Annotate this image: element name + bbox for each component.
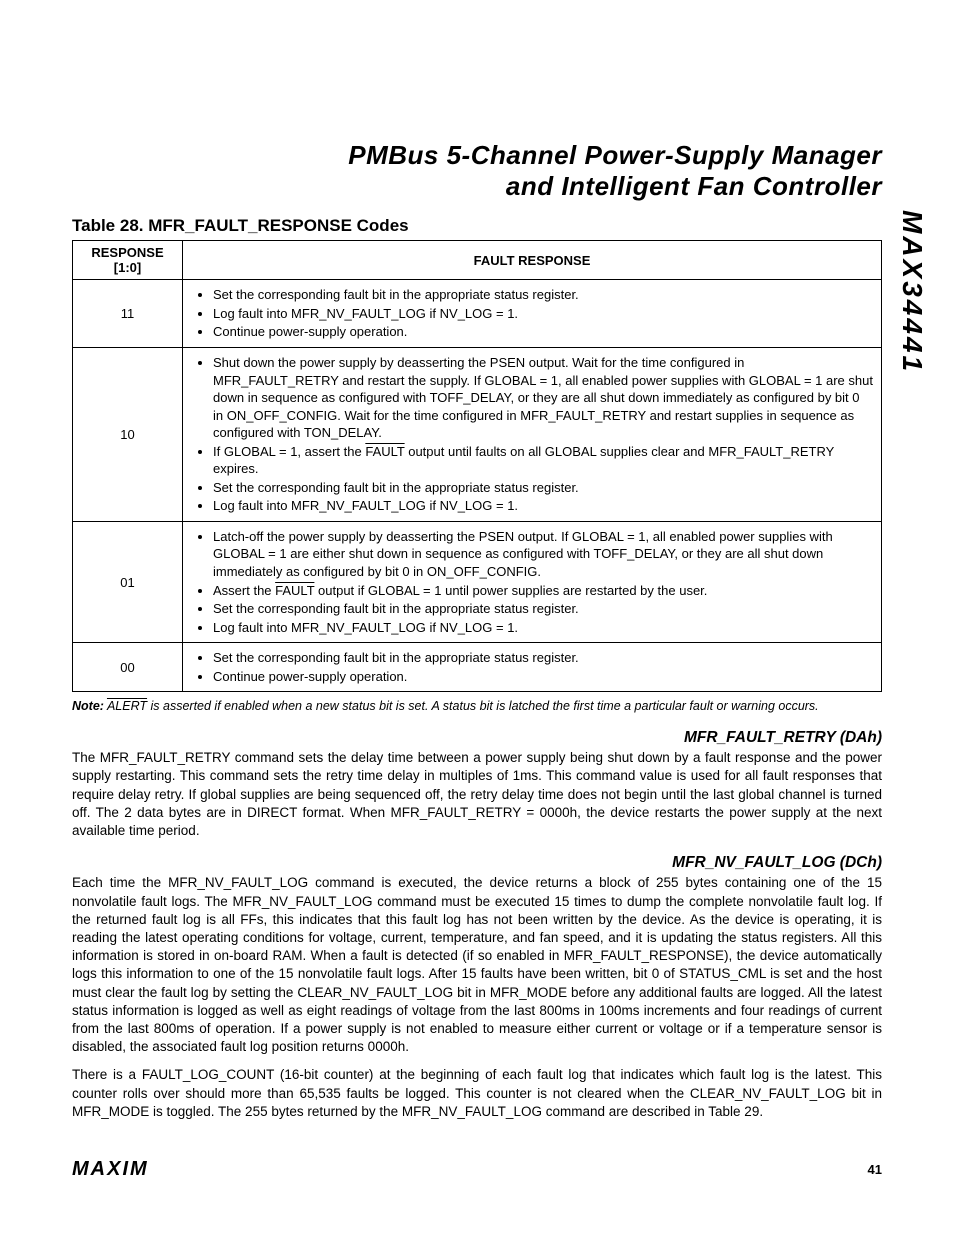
- fault-response-item: Latch-off the power supply by deassertin…: [213, 528, 873, 581]
- response-code: 01: [73, 521, 183, 642]
- datasheet-page: PMBus 5-Channel Power-Supply Manager and…: [0, 0, 954, 1235]
- table-row: 11 Set the corresponding fault bit in the…: [73, 280, 882, 348]
- fault-response-cell: Latch-off the power supply by deassertin…: [183, 521, 882, 642]
- part-number-sidebar: MAX34441: [896, 210, 928, 374]
- response-code: 00: [73, 643, 183, 692]
- response-code: 10: [73, 348, 183, 522]
- fault-response-item: Log fault into MFR_NV_FAULT_LOG if NV_LO…: [213, 619, 873, 637]
- fault-response-item: Set the corresponding fault bit in the a…: [213, 479, 873, 497]
- fault-response-item: If GLOBAL = 1, assert the FAULT output u…: [213, 443, 873, 478]
- fault-response-item: Continue power-supply operation.: [213, 323, 873, 341]
- section-heading: MFR_FAULT_RETRY (DAh): [72, 729, 882, 747]
- response-code: 11: [73, 280, 183, 348]
- body-paragraph: The MFR_FAULT_RETRY command sets the del…: [72, 749, 882, 840]
- title-line-1: PMBus 5-Channel Power-Supply Manager: [348, 140, 882, 170]
- table-row: 00 Set the corresponding fault bit in the…: [73, 643, 882, 692]
- fault-response-item: Assert the FAULT output if GLOBAL = 1 un…: [213, 582, 873, 600]
- table-note: Note: ALERT is asserted if enabled when …: [72, 698, 882, 715]
- fault-response-item: Log fault into MFR_NV_FAULT_LOG if NV_LO…: [213, 497, 873, 515]
- col-response-header: RESPONSE [1:0]: [73, 241, 183, 280]
- page-footer: MAXIM 41: [72, 1158, 882, 1181]
- maxim-logo: MAXIM: [72, 1158, 149, 1181]
- fault-response-table: RESPONSE [1:0] FAULT RESPONSE 11 Set the …: [72, 240, 882, 692]
- sections: MFR_FAULT_RETRY (DAh) The MFR_FAULT_RETRY…: [72, 729, 882, 1121]
- fault-response-item: Shut down the power supply by deassertin…: [213, 354, 873, 442]
- fault-response-item: Set the corresponding fault bit in the a…: [213, 649, 873, 667]
- title-line-2: and Intelligent Fan Controller: [506, 171, 882, 201]
- body-paragraph: Each time the MFR_NV_FAULT_LOG command i…: [72, 874, 882, 1056]
- fault-response-cell: Set the corresponding fault bit in the a…: [183, 280, 882, 348]
- fault-response-item: Continue power-supply operation.: [213, 668, 873, 686]
- body-paragraph: There is a FAULT_LOG_COUNT (16-bit count…: [72, 1066, 882, 1121]
- fault-response-item: Set the corresponding fault bit in the a…: [213, 286, 873, 304]
- fault-response-cell: Shut down the power supply by deassertin…: [183, 348, 882, 522]
- fault-response-item: Log fault into MFR_NV_FAULT_LOG if NV_LO…: [213, 305, 873, 323]
- note-label: Note:: [72, 699, 104, 713]
- table-caption: Table 28. MFR_FAULT_RESPONSE Codes: [72, 216, 882, 236]
- fault-response-cell: Set the corresponding fault bit in the a…: [183, 643, 882, 692]
- page-number: 41: [868, 1162, 882, 1177]
- col-fault-header: FAULT RESPONSE: [183, 241, 882, 280]
- table-row: 10 Shut down the power supply by deassert…: [73, 348, 882, 522]
- section-heading: MFR_NV_FAULT_LOG (DCh): [72, 854, 882, 872]
- table-row: 01 Latch-off the power supply by deassert…: [73, 521, 882, 642]
- fault-response-item: Set the corresponding fault bit in the a…: [213, 600, 873, 618]
- page-title: PMBus 5-Channel Power-Supply Manager and…: [72, 140, 882, 202]
- note-text: ALERT is asserted if enabled when a new …: [107, 699, 819, 713]
